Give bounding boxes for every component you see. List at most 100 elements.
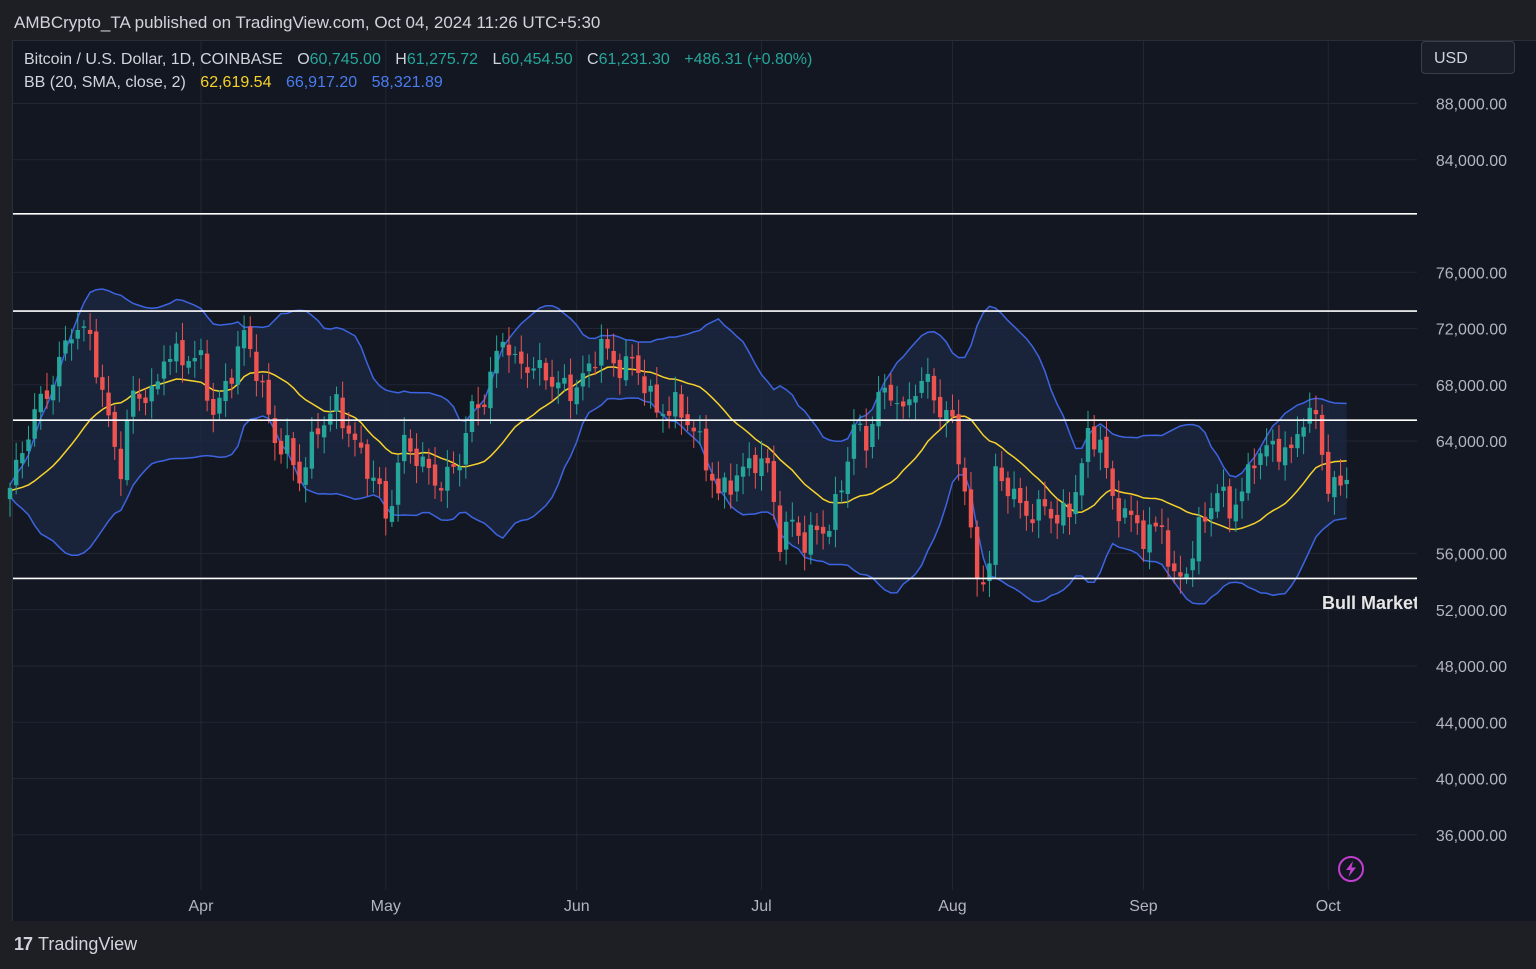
bb-upper-line (9, 288, 1347, 485)
candle-body (556, 382, 561, 389)
candle-body (919, 380, 924, 393)
x-tick-label: Oct (1316, 898, 1341, 915)
candle-body (827, 531, 832, 537)
low-value: 60,454.50 (501, 51, 573, 68)
candle-body (531, 368, 536, 371)
candle-body (321, 425, 327, 438)
candle-body (913, 396, 918, 403)
candle-body (38, 393, 43, 413)
candle-body (254, 351, 259, 381)
candle-body (593, 367, 598, 369)
candle-body (469, 401, 475, 433)
candle-body (451, 464, 456, 467)
candle-body (1301, 427, 1306, 437)
candle-body (882, 387, 887, 393)
candle-body (1344, 479, 1349, 485)
candle-body (229, 377, 234, 384)
candle-body (999, 467, 1004, 482)
candle-body (833, 494, 838, 530)
candle-body (549, 376, 555, 387)
candle-body (426, 458, 432, 469)
candle-body (106, 392, 111, 416)
close-label: C (587, 51, 599, 68)
candle-body (1073, 492, 1078, 515)
candle-body (1079, 463, 1085, 496)
y-tick-label: 48,000.00 (1436, 659, 1507, 676)
candle-body (174, 343, 179, 362)
candle-body (217, 397, 222, 414)
candle-body (482, 404, 487, 408)
candle-body (820, 526, 826, 534)
bb-basis-line (9, 366, 1347, 531)
candle-body (1165, 530, 1171, 567)
candle-body (654, 384, 659, 413)
candle-body (500, 341, 505, 348)
candle-body (660, 414, 666, 416)
candle-body (488, 371, 493, 409)
candle-body (81, 326, 87, 328)
candle-body (710, 473, 715, 481)
candle-body (870, 424, 875, 448)
candle-body (75, 330, 80, 339)
candle-body (1233, 504, 1239, 522)
candle-body (673, 392, 678, 417)
candle-body (636, 355, 641, 373)
currency-button[interactable]: USD (1421, 41, 1515, 74)
candle-body (537, 360, 542, 369)
candle-body (1067, 503, 1072, 518)
candle-body (494, 350, 499, 374)
y-tick-label: 64,000.00 (1436, 434, 1507, 451)
candle-body (987, 563, 992, 582)
candle-body (1282, 447, 1288, 466)
candle-body (666, 411, 672, 416)
candle-body (1264, 445, 1269, 457)
lightning-icon[interactable] (1337, 855, 1365, 883)
candle-body (747, 458, 752, 469)
candle-body (377, 478, 382, 485)
indicator-title[interactable]: BB (20, SMA, close, 2) (24, 74, 186, 91)
y-tick-label: 76,000.00 (1436, 265, 1507, 282)
candle-body (457, 466, 462, 471)
candle-body (876, 392, 881, 427)
candle-body (1116, 498, 1121, 522)
candle-body (962, 467, 967, 492)
candles (7, 312, 1349, 598)
candle-body (1239, 491, 1245, 502)
candle-body (248, 326, 253, 350)
candle-body (734, 475, 740, 492)
candle-body (1159, 525, 1165, 528)
candle-body (1196, 517, 1202, 562)
candle-body (1172, 563, 1177, 572)
bollinger-bands (9, 288, 1347, 605)
candle-body (691, 427, 696, 432)
candle-body (211, 399, 216, 415)
candle-body (297, 461, 302, 484)
candle-body (1326, 451, 1331, 494)
candle-body (944, 410, 949, 421)
candle-body (981, 582, 986, 585)
y-tick-label: 52,000.00 (1436, 603, 1507, 620)
candle-body (907, 399, 912, 406)
candle-body (44, 390, 50, 399)
high-label: H (395, 51, 407, 68)
candle-body (1110, 468, 1115, 496)
candle-body (1135, 515, 1140, 524)
candle-body (445, 466, 450, 491)
candle-body (753, 454, 758, 474)
y-tick-label: 88,000.00 (1436, 97, 1507, 114)
candle-body (605, 339, 610, 349)
candle-body (340, 397, 345, 429)
candle-body (1245, 464, 1251, 494)
symbol-title[interactable]: Bitcoin / U.S. Dollar, 1D, COINBASE (24, 51, 283, 68)
tradingview-logo-icon: 17 (14, 934, 33, 954)
candle-body (192, 357, 197, 362)
candle-body (759, 458, 764, 477)
candle-body (186, 360, 191, 368)
candle-body (223, 380, 228, 402)
candle-body (765, 457, 770, 464)
tradingview-logo[interactable]: 17 TradingView (14, 934, 137, 955)
candle-body (100, 377, 105, 390)
candle-body (783, 521, 789, 550)
candle-body (272, 418, 278, 444)
